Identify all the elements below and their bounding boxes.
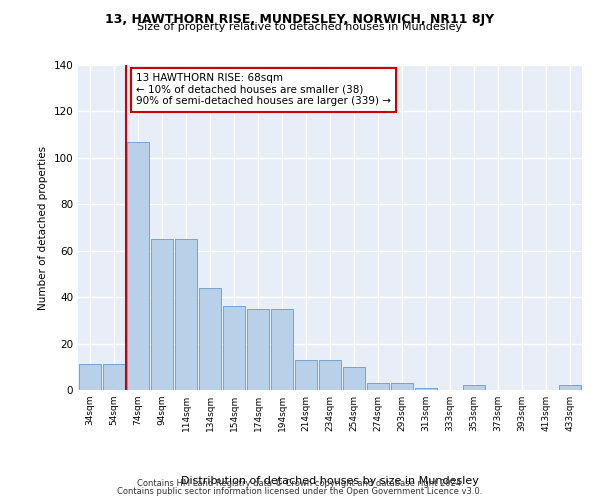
Bar: [247, 308, 269, 390]
Text: 13 HAWTHORN RISE: 68sqm
← 10% of detached houses are smaller (38)
90% of semi-de: 13 HAWTHORN RISE: 68sqm ← 10% of detache…: [136, 73, 391, 106]
Bar: [463, 386, 485, 390]
Bar: [391, 383, 413, 390]
Bar: [127, 142, 149, 390]
Bar: [415, 388, 437, 390]
Text: 13, HAWTHORN RISE, MUNDESLEY, NORWICH, NR11 8JY: 13, HAWTHORN RISE, MUNDESLEY, NORWICH, N…: [106, 12, 494, 26]
Text: Contains public sector information licensed under the Open Government Licence v3: Contains public sector information licen…: [118, 487, 482, 496]
Bar: [103, 364, 125, 390]
Text: Contains HM Land Registry data © Crown copyright and database right 2024.: Contains HM Land Registry data © Crown c…: [137, 478, 463, 488]
Bar: [151, 239, 173, 390]
Bar: [223, 306, 245, 390]
Bar: [271, 308, 293, 390]
X-axis label: Distribution of detached houses by size in Mundesley: Distribution of detached houses by size …: [181, 476, 479, 486]
Text: Size of property relative to detached houses in Mundesley: Size of property relative to detached ho…: [137, 22, 463, 32]
Bar: [319, 360, 341, 390]
Bar: [367, 383, 389, 390]
Y-axis label: Number of detached properties: Number of detached properties: [38, 146, 48, 310]
Bar: [199, 288, 221, 390]
Bar: [79, 364, 101, 390]
Bar: [343, 367, 365, 390]
Bar: [559, 386, 581, 390]
Bar: [295, 360, 317, 390]
Bar: [175, 239, 197, 390]
